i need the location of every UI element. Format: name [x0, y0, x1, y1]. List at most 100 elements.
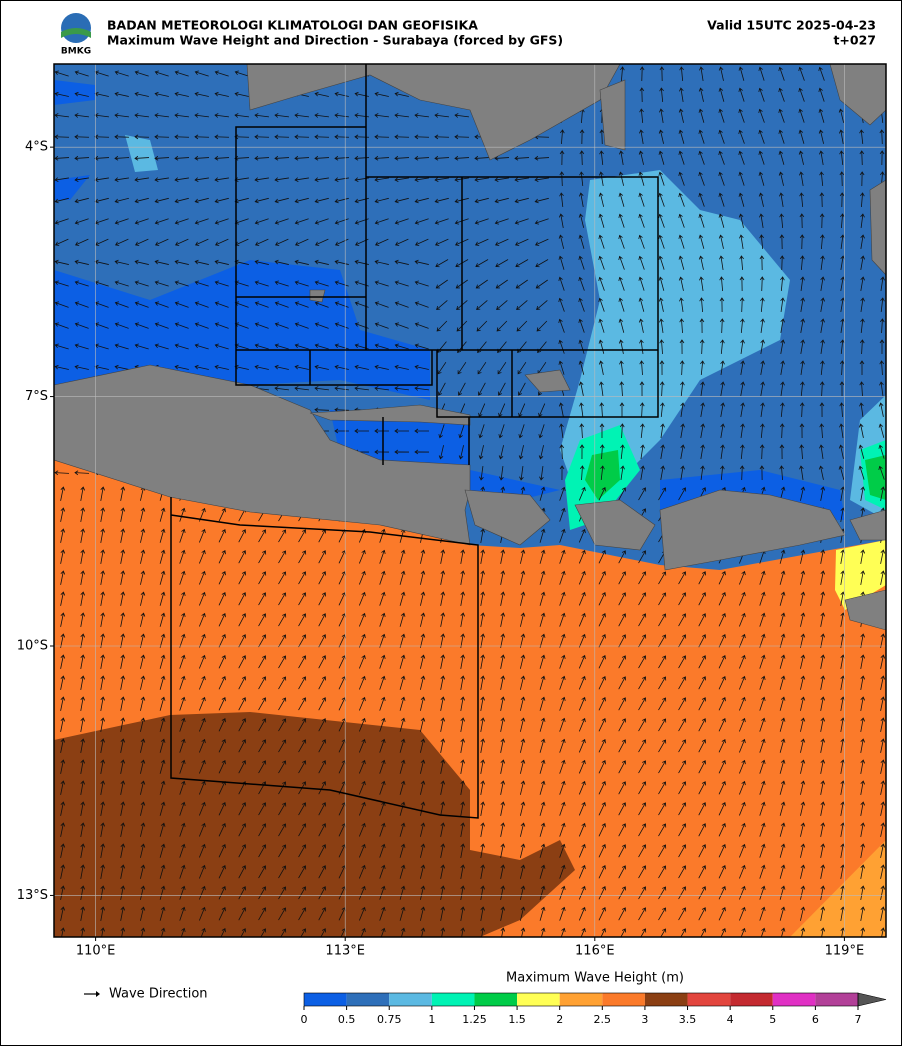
- direction-arrow: [254, 301, 269, 308]
- direction-arrow: [618, 739, 627, 753]
- direction-arrow: [100, 759, 106, 774]
- direction-arrow: [477, 361, 487, 375]
- direction-arrow: [658, 192, 665, 207]
- direction-arrow: [800, 759, 806, 774]
- direction-arrow: [558, 318, 565, 333]
- direction-arrow: [658, 718, 667, 732]
- direction-arrow: [820, 612, 826, 627]
- direction-arrow: [114, 197, 129, 204]
- direction-arrow: [558, 276, 565, 291]
- direction-arrow: [619, 381, 625, 397]
- direction-arrow: [174, 177, 189, 182]
- direction-arrow: [618, 255, 625, 270]
- direction-arrow: [480, 549, 486, 564]
- direction-arrow: [800, 612, 806, 627]
- direction-arrow: [840, 234, 845, 249]
- direction-arrow: [334, 428, 350, 434]
- direction-arrow: [114, 364, 129, 370]
- direction-arrow: [658, 613, 667, 627]
- direction-arrow: [238, 550, 247, 564]
- direction-arrow: [379, 717, 386, 732]
- direction-arrow: [778, 171, 784, 186]
- direction-arrow: [638, 844, 647, 858]
- direction-arrow: [578, 633, 586, 648]
- direction-arrow: [539, 717, 546, 732]
- direction-arrow: [480, 759, 486, 774]
- direction-arrow: [274, 259, 289, 265]
- direction-arrow: [114, 70, 129, 77]
- direction-arrow: [779, 843, 786, 858]
- direction-arrow: [434, 218, 449, 225]
- direction-arrow: [698, 739, 707, 753]
- direction-arrow: [334, 364, 349, 370]
- direction-arrow: [598, 213, 605, 228]
- direction-arrow: [578, 843, 586, 858]
- direction-arrow: [460, 570, 466, 585]
- direction-arrow: [739, 570, 746, 585]
- direction-arrow: [214, 113, 229, 118]
- direction-arrow: [559, 759, 566, 774]
- legend-label: Wave Direction: [109, 987, 208, 1002]
- direction-arrow: [598, 634, 606, 648]
- direction-arrow: [218, 529, 226, 543]
- direction-arrow: [640, 444, 645, 459]
- direction-arrow: [658, 823, 667, 837]
- direction-arrow: [638, 150, 644, 165]
- direction-arrow: [820, 234, 825, 250]
- direction-arrow: [278, 718, 287, 732]
- direction-arrow: [718, 718, 726, 732]
- direction-arrow: [579, 423, 585, 439]
- direction-arrow: [820, 822, 826, 837]
- direction-arrow: [114, 177, 129, 182]
- direction-arrow: [294, 364, 309, 370]
- direction-arrow: [179, 528, 186, 543]
- direction-arrow: [880, 738, 886, 753]
- direction-arrow: [120, 738, 126, 753]
- direction-arrow: [579, 444, 585, 460]
- direction-arrow: [759, 780, 766, 795]
- direction-arrow: [779, 885, 786, 900]
- direction-arrow: [739, 864, 746, 879]
- direction-arrow: [218, 823, 226, 837]
- direction-arrow: [798, 108, 805, 123]
- direction-arrow: [559, 906, 566, 921]
- direction-arrow: [74, 301, 89, 308]
- direction-arrow: [500, 654, 506, 669]
- direction-arrow: [437, 361, 447, 375]
- direction-arrow: [618, 886, 627, 900]
- direction-arrow: [254, 238, 269, 246]
- direction-arrow: [314, 91, 329, 97]
- direction-arrow: [194, 134, 210, 140]
- direction-arrow: [194, 113, 209, 118]
- direction-arrow: [440, 822, 446, 837]
- direction-arrow: [678, 739, 687, 753]
- direction-arrow: [80, 717, 86, 732]
- direction-arrow: [278, 613, 287, 627]
- direction-arrow: [800, 255, 805, 271]
- direction-arrow: [738, 87, 745, 102]
- direction-arrow: [678, 823, 687, 837]
- direction-arrow: [379, 822, 386, 837]
- direction-arrow: [154, 197, 169, 204]
- direction-arrow: [298, 907, 307, 921]
- colorbar-tick-label: 7: [855, 1013, 862, 1026]
- colorbar-bin: [431, 993, 475, 1006]
- direction-arrow: [159, 717, 166, 732]
- direction-arrow: [819, 381, 825, 397]
- direction-arrow: [399, 717, 406, 732]
- direction-arrow: [298, 634, 307, 648]
- direction-arrow: [698, 760, 707, 774]
- direction-arrow: [140, 927, 146, 937]
- direction-arrow: [758, 66, 765, 81]
- direction-arrow: [638, 760, 647, 774]
- direction-arrow: [179, 906, 186, 921]
- direction-arrow: [140, 885, 146, 900]
- direction-arrow: [759, 822, 766, 837]
- direction-arrow: [394, 259, 409, 265]
- direction-arrow: [638, 823, 647, 837]
- direction-arrow: [358, 591, 366, 606]
- direction-arrow: [500, 822, 506, 837]
- direction-arrow: [379, 528, 386, 543]
- direction-arrow: [374, 259, 389, 265]
- direction-arrow: [258, 781, 267, 795]
